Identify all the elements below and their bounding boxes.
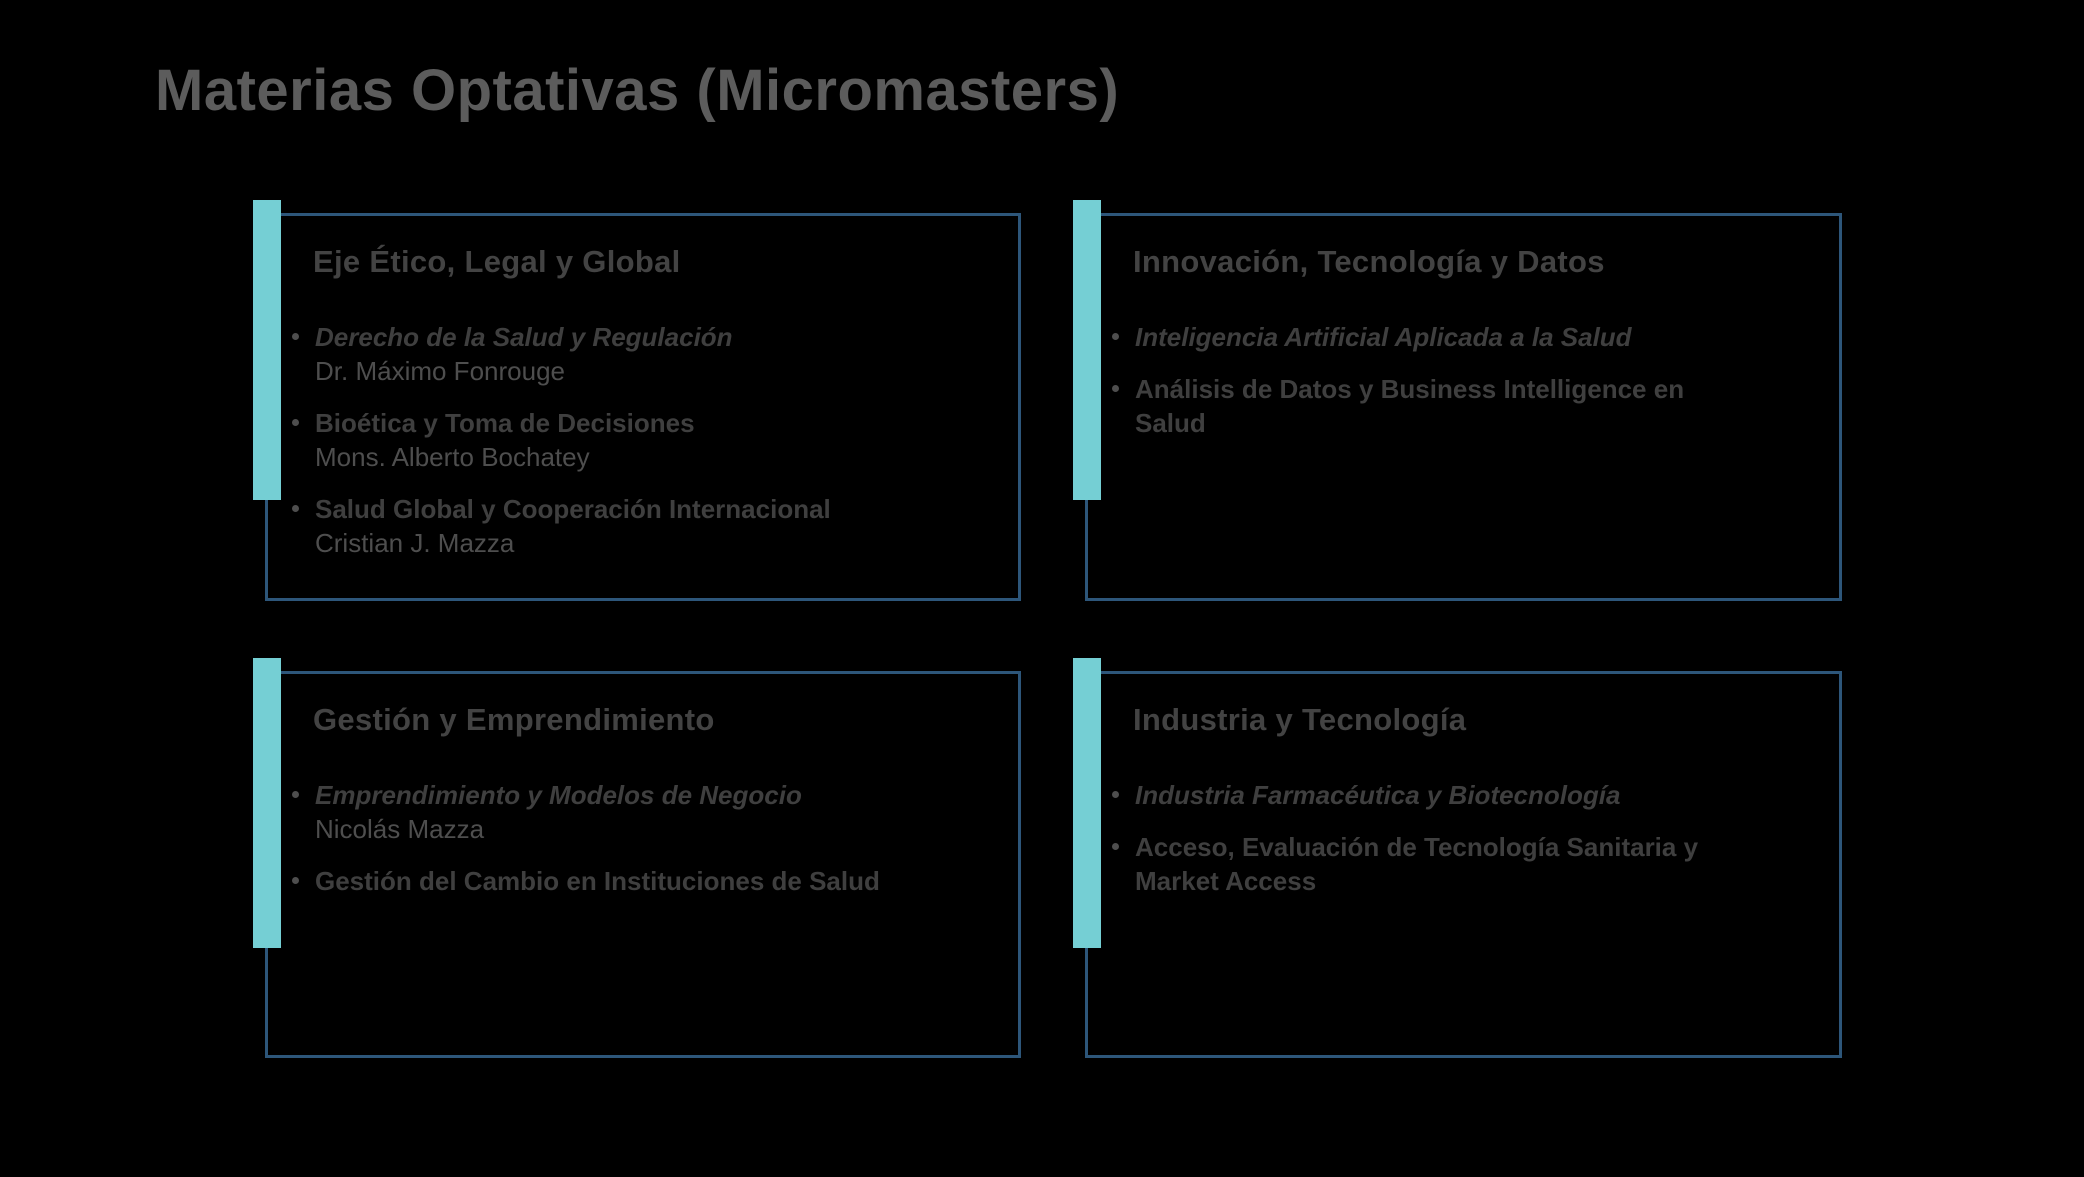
course-name: Industria Farmacéutica y Biotecnología <box>1135 780 1621 810</box>
course-name: Acceso, Evaluación de Tecnología Sanitar… <box>1135 832 1699 896</box>
course-name: Emprendimiento y Modelos de Negocio <box>315 780 802 810</box>
course-name: Inteligencia Artificial Aplicada a la Sa… <box>1135 322 1632 352</box>
course-name: Derecho de la Salud y Regulación <box>315 322 733 352</box>
course-item: Bioética y Toma de Decisiones Mons. Albe… <box>268 406 1018 474</box>
bullet-icon <box>292 791 299 798</box>
card-eje-etico-legal-global: Eje Ético, Legal y Global Derecho de la … <box>253 200 1021 601</box>
course-list: Emprendimiento y Modelos de Negocio Nico… <box>268 778 1018 898</box>
card-title: Innovación, Tecnología y Datos <box>1133 244 1605 279</box>
card-gestion-emprendimiento: Gestión y Emprendimiento Emprendimiento … <box>253 658 1021 1058</box>
course-list: Inteligencia Artificial Aplicada a la Sa… <box>1088 320 1839 440</box>
course-person: Dr. Máximo Fonrouge <box>315 356 565 386</box>
course-person: Cristian J. Mazza <box>315 528 515 558</box>
card-title: Gestión y Emprendimiento <box>313 702 715 737</box>
course-item: Acceso, Evaluación de Tecnología Sanitar… <box>1088 830 1839 898</box>
course-item: Emprendimiento y Modelos de Negocio Nico… <box>268 778 1018 846</box>
course-name: Salud Global y Cooperación Internacional <box>315 494 831 524</box>
course-list: Industria Farmacéutica y Biotecnología A… <box>1088 778 1839 898</box>
course-person: Mons. Alberto Bochatey <box>315 442 590 472</box>
course-name: Gestión del Cambio en Instituciones de S… <box>315 866 880 896</box>
card-title: Industria y Tecnología <box>1133 702 1467 737</box>
bullet-icon <box>292 333 299 340</box>
course-item: Análisis de Datos y Business Intelligenc… <box>1088 372 1839 440</box>
bullet-icon <box>1112 791 1119 798</box>
course-item: Industria Farmacéutica y Biotecnología <box>1088 778 1839 812</box>
course-item: Derecho de la Salud y Regulación Dr. Máx… <box>268 320 1018 388</box>
bullet-icon <box>292 877 299 884</box>
course-name: Bioética y Toma de Decisiones <box>315 408 695 438</box>
accent-bar <box>1073 658 1101 948</box>
accent-bar <box>253 200 281 500</box>
course-name: Análisis de Datos y Business Intelligenc… <box>1135 374 1685 438</box>
accent-bar <box>253 658 281 948</box>
bullet-icon <box>292 419 299 426</box>
card-industria-tecnologia: Industria y Tecnología Industria Farmacé… <box>1073 658 1842 1058</box>
bullet-icon <box>292 505 299 512</box>
course-item: Gestión del Cambio en Instituciones de S… <box>268 864 1018 898</box>
bullet-icon <box>1112 385 1119 392</box>
bullet-icon <box>1112 843 1119 850</box>
course-person: Nicolás Mazza <box>315 814 485 844</box>
accent-bar <box>1073 200 1101 500</box>
page-title: Materias Optativas (Micromasters) <box>155 58 1120 123</box>
bullet-icon <box>1112 333 1119 340</box>
card-innovacion-tecnologia-datos: Innovación, Tecnología y Datos Inteligen… <box>1073 200 1842 601</box>
card-title: Eje Ético, Legal y Global <box>313 244 681 279</box>
course-item: Inteligencia Artificial Aplicada a la Sa… <box>1088 320 1839 354</box>
course-list: Derecho de la Salud y Regulación Dr. Máx… <box>268 320 1018 560</box>
course-item: Salud Global y Cooperación Internacional… <box>268 492 1018 560</box>
